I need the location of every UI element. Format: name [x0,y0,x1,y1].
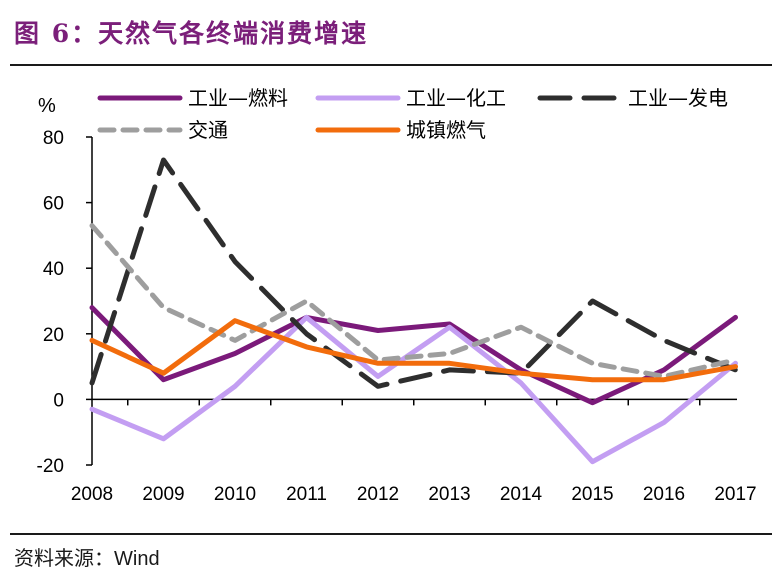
series-line-e59f8ee99587e78783e6b094 [89,318,738,383]
x-tick-label: 2016 [643,484,685,505]
source-label: 资料来源： [14,546,114,570]
source-note: 资料来源：Wind [14,542,160,571]
legend-label: 工业—发电 [628,86,728,110]
source-value: Wind [114,548,160,570]
legend-label: 城镇燃气 [406,118,486,142]
y-tick-label: 0 [53,390,64,411]
x-tick-label: 2010 [214,484,256,505]
top-divider [10,64,772,66]
x-tick-label: 2015 [571,484,613,505]
x-tick-label: 2013 [428,484,470,505]
y-tick-label: -20 [37,456,64,477]
series-lines [89,157,738,465]
legend-label: 交通 [188,118,228,142]
series-line-e4baa4e9809a [89,223,738,379]
x-tick-label: 2017 [714,484,756,505]
x-tick-label: 2012 [357,484,399,505]
series-line-e5b7a5e4b89ae28094e78783e69699 [89,305,738,406]
bottom-divider [10,533,772,535]
x-tick-label: 2011 [286,484,327,505]
series-line-e5b7a5e4b89ae28094e58f91e794b5 [89,157,738,389]
figure-title: 图 6：天然气各终端消费增速 [14,19,369,48]
x-tick-label: 2014 [500,484,543,505]
x-tick-label: 2009 [142,484,184,505]
legend-label: 工业—燃料 [188,86,288,110]
y-tick-label: 80 [43,128,64,149]
x-tick-label: 2008 [71,484,113,505]
y-axis-unit: % [38,95,56,117]
y-tick-label: 40 [43,259,64,280]
series-line-e5b7a5e4b89ae28094e58c96e5b7a5 [89,314,738,465]
y-tick-label: 60 [43,194,64,215]
y-tick-label: 20 [43,325,64,346]
legend-label: 工业—化工 [406,86,506,110]
axes: -20 0 20 40 60 80 2008 2009 2010 2011 2012 2013 2014… [37,95,757,505]
